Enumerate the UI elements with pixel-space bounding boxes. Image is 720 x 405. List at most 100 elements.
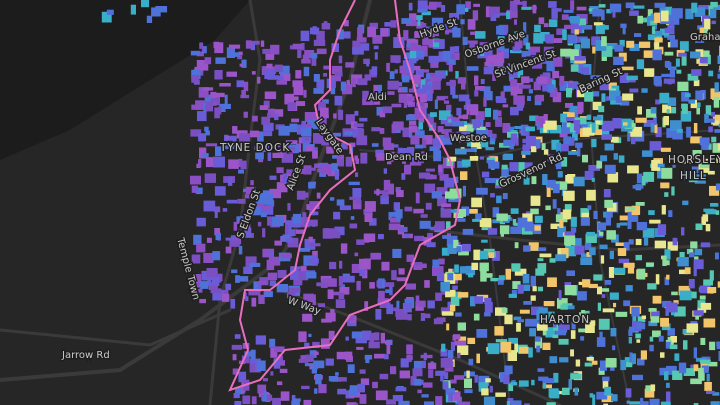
building — [542, 342, 551, 350]
building — [498, 275, 505, 281]
area-label: TYNE DOCK — [219, 142, 290, 154]
building — [543, 123, 548, 133]
building — [280, 391, 290, 401]
building — [575, 107, 583, 115]
building — [552, 199, 557, 209]
building — [591, 122, 596, 133]
building — [305, 167, 316, 171]
building — [226, 71, 237, 77]
building — [542, 174, 548, 185]
building — [574, 29, 579, 35]
building — [437, 126, 444, 133]
building — [472, 218, 480, 222]
building — [356, 135, 368, 146]
building — [205, 157, 215, 168]
building — [300, 126, 312, 137]
building — [530, 195, 541, 206]
building — [236, 220, 240, 224]
building — [611, 394, 618, 402]
building — [660, 352, 665, 358]
building — [358, 128, 365, 137]
building — [667, 241, 678, 251]
building — [535, 94, 544, 102]
building — [557, 391, 562, 395]
building — [415, 295, 420, 306]
building — [385, 289, 392, 293]
building — [305, 145, 314, 152]
building — [573, 119, 581, 131]
building — [327, 278, 337, 287]
building — [420, 79, 426, 89]
building — [660, 147, 671, 152]
building — [650, 20, 658, 25]
building — [309, 350, 317, 358]
building — [408, 88, 418, 93]
building — [201, 270, 211, 281]
building — [449, 46, 455, 55]
building — [276, 182, 288, 193]
building — [613, 267, 626, 274]
building — [364, 201, 376, 212]
building — [338, 55, 343, 64]
building — [535, 139, 541, 149]
building — [678, 133, 683, 138]
building — [564, 282, 572, 287]
building — [432, 266, 444, 276]
building — [406, 355, 413, 361]
building — [596, 119, 601, 124]
building — [414, 107, 426, 119]
building — [393, 202, 400, 211]
building — [591, 360, 598, 365]
building — [653, 76, 662, 85]
building — [556, 158, 562, 170]
building — [263, 291, 273, 298]
building — [210, 101, 217, 106]
building — [620, 101, 630, 106]
building — [631, 205, 641, 215]
building — [514, 83, 524, 87]
building — [364, 213, 373, 222]
building — [262, 228, 266, 238]
building — [664, 51, 674, 56]
building — [214, 42, 224, 54]
building — [666, 365, 677, 375]
building — [492, 207, 500, 218]
building — [244, 194, 254, 199]
building — [291, 400, 300, 405]
building — [480, 141, 489, 148]
building — [336, 377, 347, 382]
building — [691, 166, 699, 174]
building — [623, 300, 631, 307]
building — [600, 255, 605, 264]
building — [533, 33, 544, 44]
building — [661, 73, 672, 78]
building — [485, 378, 491, 383]
building — [450, 341, 455, 351]
building — [517, 217, 528, 228]
building — [510, 400, 522, 405]
building — [412, 368, 423, 377]
building — [636, 222, 648, 231]
building — [702, 24, 709, 36]
building — [366, 61, 370, 67]
building — [287, 102, 297, 111]
building — [575, 359, 581, 367]
building — [442, 50, 451, 61]
building — [413, 208, 424, 214]
building — [476, 329, 488, 338]
building — [356, 239, 365, 245]
building — [199, 299, 206, 304]
building — [299, 217, 310, 228]
building — [502, 50, 509, 59]
building — [398, 148, 409, 156]
building — [338, 292, 345, 299]
building — [203, 87, 214, 91]
building — [302, 124, 312, 128]
building — [210, 91, 217, 99]
building — [627, 262, 635, 274]
building — [597, 286, 602, 295]
building — [433, 150, 442, 162]
building — [598, 105, 605, 113]
building — [636, 59, 645, 70]
building — [278, 125, 290, 136]
